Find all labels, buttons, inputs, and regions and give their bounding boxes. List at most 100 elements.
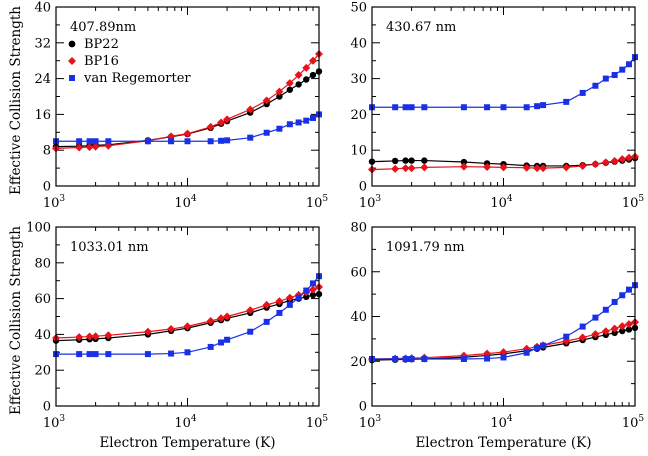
data-point-bp16 [217,314,226,323]
data-point-van-regemorter [92,138,99,145]
data-point-van-regemorter [534,103,541,110]
series-line-van-regemorter [372,56,636,108]
data-point-van-regemorter [263,129,270,136]
data-point-bp16 [499,348,508,357]
data-point-bp16 [75,143,84,152]
x-tick-label: 105 [306,194,329,211]
data-point-van-regemorter [484,104,491,111]
data-point-bp16 [285,79,294,88]
data-point-van-regemorter [592,314,599,321]
data-point-bp16 [246,105,255,114]
data-point-van-regemorter [523,104,530,111]
data-point-van-regemorter [460,356,467,363]
y-tick-label: 8 [43,144,51,159]
data-point-van-regemorter [144,351,151,358]
data-point-van-regemorter [207,343,214,350]
data-point-bp16 [143,327,152,336]
data-point-bp16 [618,322,627,331]
data-point-bp16 [275,87,284,96]
data-point-bp16 [104,331,113,340]
data-point-bp16 [183,322,192,331]
data-point-van-regemorter [76,138,83,145]
plot-frame [55,6,320,187]
data-point-bp16 [275,297,284,306]
data-point-bp16 [91,332,100,341]
data-point-bp16 [217,118,226,127]
data-point-van-regemorter [421,356,428,363]
data-point-bp16 [591,160,600,169]
data-point-van-regemorter [207,138,214,145]
data-point-van-regemorter [602,75,609,82]
y-axis-label-top: Effective Collision Strength [8,6,24,195]
data-point-bp22 [303,76,310,83]
panel-3: 0 20 40 60 80 100 103 104 105 1033.01 nm [26,221,328,432]
data-point-van-regemorter [523,349,530,356]
data-point-van-regemorter [625,61,632,68]
data-point-bp16 [483,163,492,172]
data-point-bp22 [408,157,415,164]
data-point-van-regemorter [263,318,270,325]
series-line-van-regemorter [372,284,636,360]
x-tick-label: 104 [490,414,513,431]
legend-label-bp16: BP16 [84,54,119,69]
data-point-bp16 [539,164,548,173]
y-tick-label: 20 [34,364,51,379]
y-tick-label: 40 [34,1,51,16]
data-point-van-regemorter [460,104,467,111]
plot-frame [371,226,636,407]
panel-title: 1091.79 nm [386,240,465,255]
data-point-van-regemorter [286,301,293,308]
data-point-bp22 [309,71,317,79]
data-point-van-regemorter [276,309,283,316]
y-tick-label: 20 [350,108,367,123]
data-point-bp16 [308,285,317,294]
y-tick-label: 60 [34,292,51,307]
x-tick-label: 104 [174,194,197,211]
data-point-van-regemorter [303,117,310,124]
data-point-van-regemorter [86,351,93,358]
x-tick-label: 103 [359,194,382,211]
data-point-van-regemorter [408,356,415,363]
data-point-bp16 [91,142,100,151]
data-point-bp16 [522,163,531,172]
legend-marker-van-regemorter [69,75,75,81]
data-point-bp22 [276,93,283,100]
data-point-van-regemorter [105,351,112,358]
legend-label-van-regemorter: van Regemorter [83,71,191,86]
data-point-van-regemorter [563,333,570,340]
data-point-van-regemorter [619,66,626,73]
data-point-bp16 [391,164,400,173]
data-point-van-regemorter [579,323,586,330]
data-point-van-regemorter [224,137,231,144]
data-point-bp16 [407,164,416,173]
y-tick-label: 100 [26,221,51,236]
x-tick-label: 105 [622,194,645,211]
data-point-bp16 [246,306,255,315]
data-point-bp16 [223,115,232,124]
data-point-bp16 [610,324,619,333]
data-point-bp16 [206,316,215,325]
legend-marker-bp22 [68,40,76,48]
data-point-van-regemorter [247,134,254,141]
data-point-bp22 [619,327,626,335]
data-point-van-regemorter [421,104,428,111]
data-point-van-regemorter [625,286,632,293]
y-tick-label: 16 [34,108,51,123]
y-tick-label: 40 [34,328,51,343]
data-point-bp16 [75,333,84,342]
x-tick-label: 104 [174,414,197,431]
data-point-van-regemorter [540,342,547,349]
data-point-van-regemorter [224,336,231,343]
data-point-van-regemorter [602,306,609,313]
data-point-bp16 [167,325,176,334]
data-point-bp22 [402,157,409,164]
data-point-bp22 [391,157,399,165]
y-axis-label-bottom: Effective Collision Strength [8,226,24,415]
plot-frame [371,6,636,187]
data-point-bp16 [85,143,94,152]
data-point-bp16 [294,71,303,80]
panel-title: 430.67 nm [386,20,456,35]
data-point-van-regemorter [500,354,507,361]
data-point-bp22 [611,329,618,337]
